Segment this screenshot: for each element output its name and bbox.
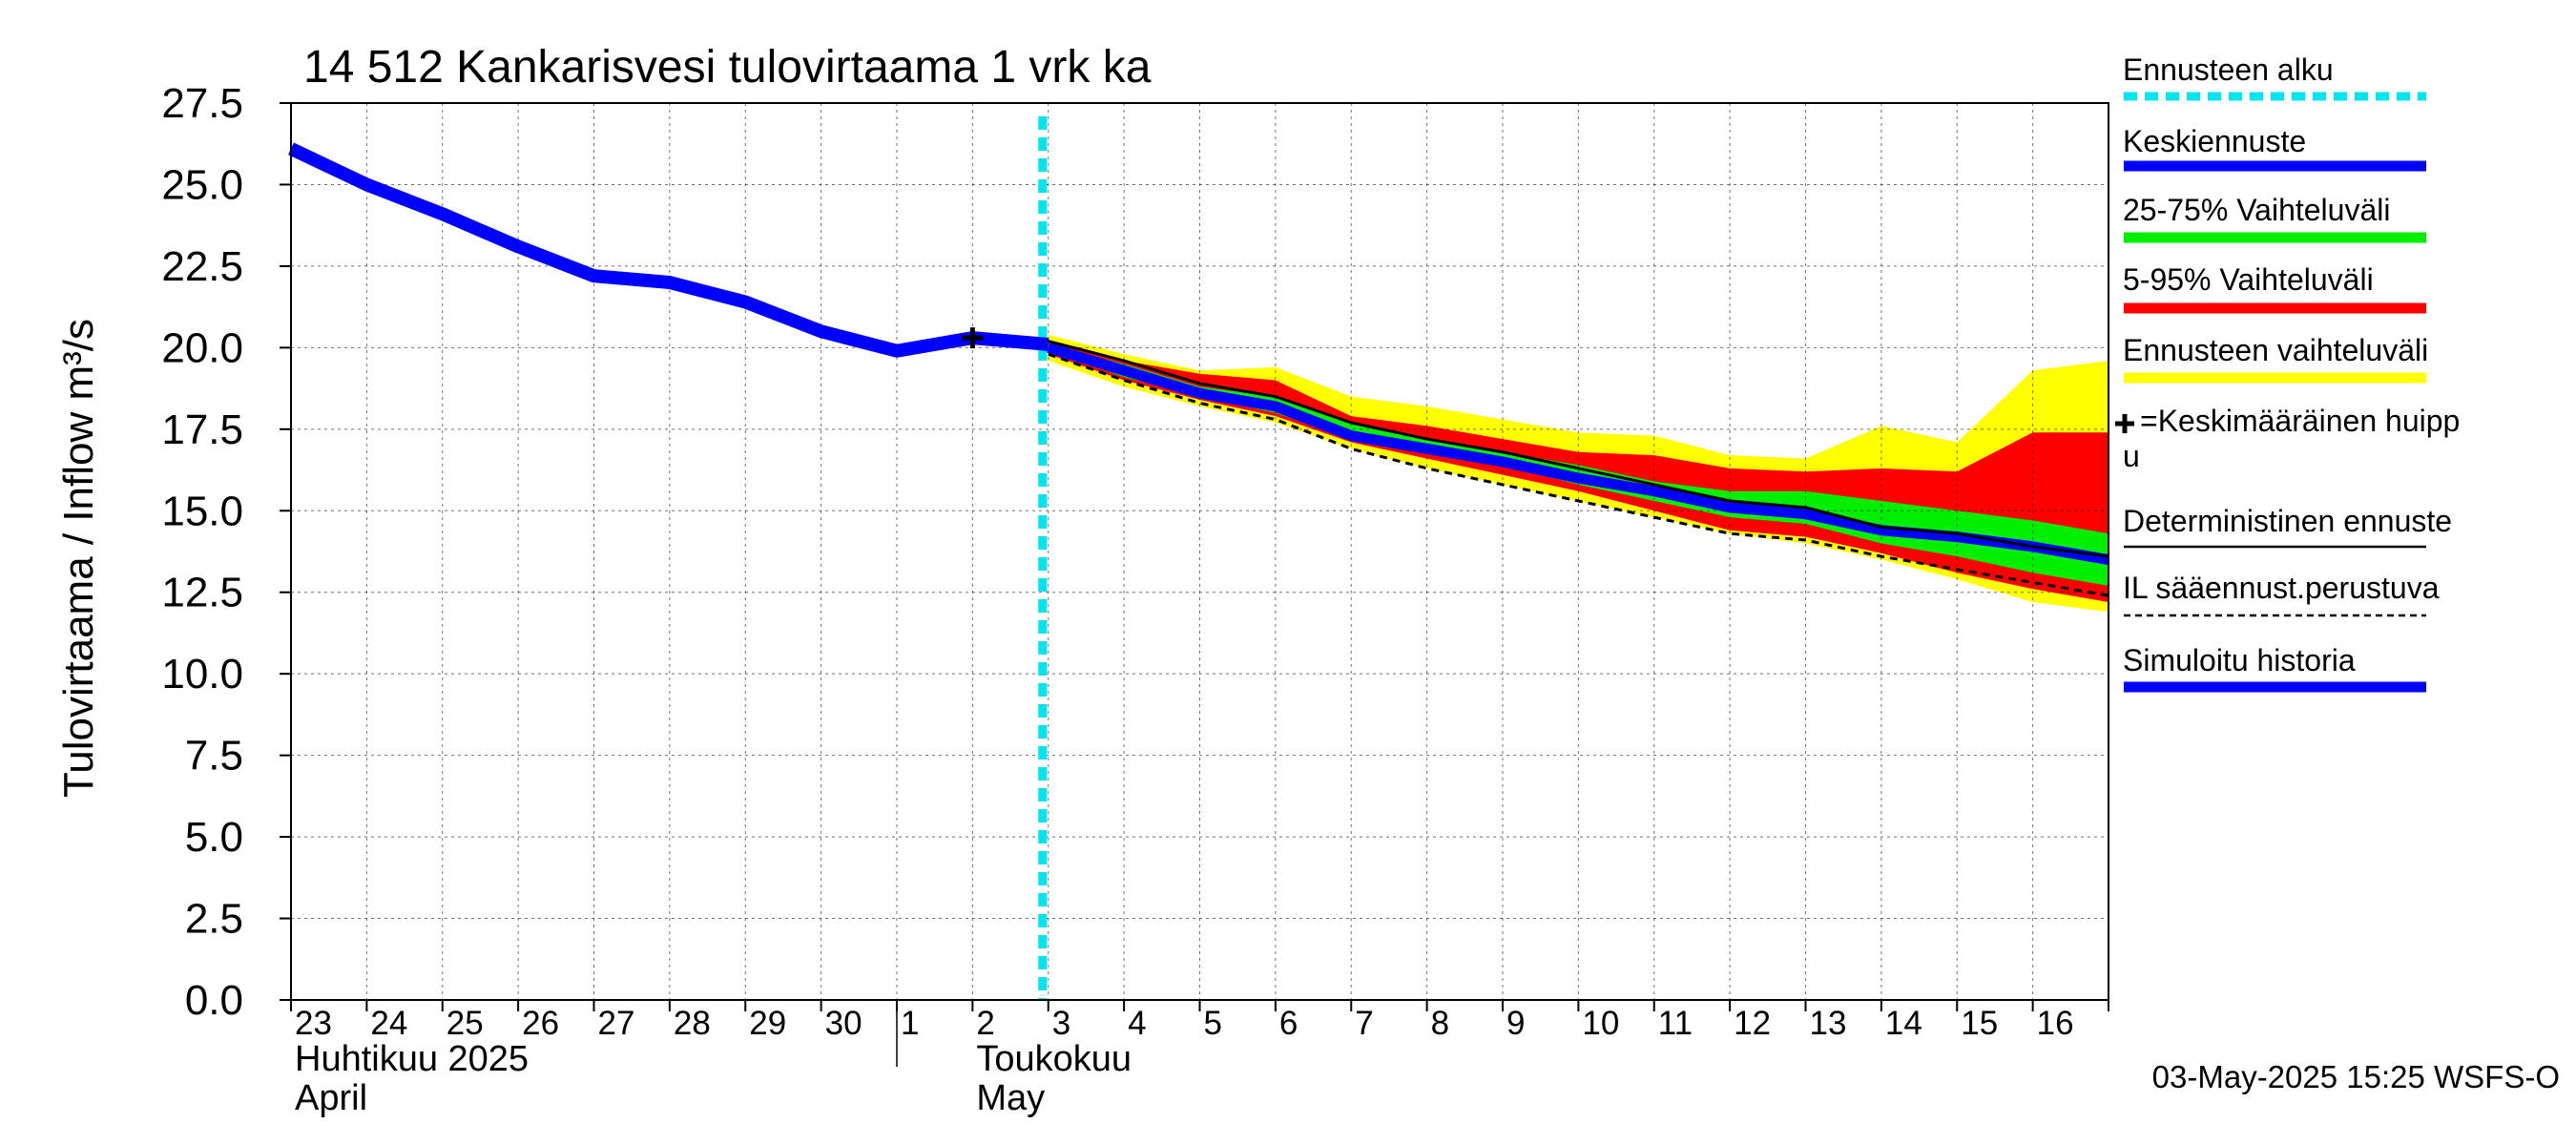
legend-plus-icon: [2115, 414, 2134, 433]
month-label-en: May: [976, 1078, 1045, 1118]
y-tick-label: 0.0: [185, 977, 243, 1024]
legend-label: 5-95% Vaihteluväli: [2123, 262, 2374, 297]
y-tick-label: 12.5: [161, 570, 243, 616]
x-day-label: 1: [901, 1005, 919, 1042]
y-tick-label: 27.5: [161, 80, 243, 127]
y-tick-label: 25.0: [161, 161, 243, 208]
month-label-fi: Toukokuu: [976, 1039, 1132, 1079]
series-lines: [288, 116, 2109, 1000]
x-day-label: 8: [1431, 1005, 1449, 1042]
timestamp: 03-May-2025 15:25 WSFS-O: [2152, 1059, 2560, 1094]
x-day-label: 16: [2037, 1005, 2074, 1042]
x-day-label: 10: [1582, 1005, 1619, 1042]
legend-label-cont: u: [2123, 439, 2140, 473]
y-tick-label: 20.0: [161, 324, 243, 371]
x-day-label: 12: [1734, 1005, 1771, 1042]
x-day-label: 23: [295, 1005, 332, 1042]
y-tick-label: 2.5: [185, 896, 243, 943]
month-label-en: April: [295, 1078, 367, 1118]
series-line-deterministinen-ennuste: [1048, 340, 2109, 558]
x-day-label: 2: [976, 1005, 994, 1042]
x-day-label: 11: [1658, 1005, 1693, 1042]
y-tick-label: 15.0: [161, 488, 243, 534]
x-day-label: 4: [1128, 1005, 1146, 1042]
x-day-label: 27: [598, 1005, 635, 1042]
x-day-label: 7: [1355, 1005, 1373, 1042]
x-day-label: 28: [674, 1005, 711, 1042]
legend-label: =Keskimääräinen huipp: [2140, 404, 2460, 438]
axis-ticks: 0.0 2.5 5.0 7.5 10.0 12.5 15.0 17.5 20.0 22.5 25.0…: [161, 80, 2109, 1118]
month-label-fi: Huhtikuu 2025: [295, 1039, 529, 1079]
x-day-label: 24: [370, 1005, 407, 1042]
legend-label: Keskiennuste: [2123, 124, 2306, 158]
legend-label: Simuloitu historia: [2123, 643, 2356, 677]
y-axis-label: Tulovirtaama / Inflow m³/s: [55, 319, 102, 798]
x-day-label: 5: [1204, 1005, 1222, 1042]
x-day-label: 14: [1885, 1005, 1922, 1042]
series-line-il-s-ennust-perustuva: [1048, 352, 2109, 597]
x-day-label: 29: [749, 1005, 786, 1042]
legend-label: Ennusteen alku: [2123, 52, 2334, 87]
x-day-label: 6: [1279, 1005, 1298, 1042]
x-day-label: 26: [522, 1005, 559, 1042]
legend-label: Ennusteen vaihteluväli: [2123, 333, 2428, 367]
legend: Ennusteen alku Keskiennuste 25-75% Vaihtel…: [2115, 52, 2460, 693]
x-day-label: 13: [1810, 1005, 1847, 1042]
x-day-label: 15: [1961, 1005, 1998, 1042]
series-line-simuloitu-historia: [288, 142, 1049, 358]
x-day-label: 30: [825, 1005, 862, 1042]
y-tick-label: 22.5: [161, 243, 243, 290]
legend-label: Deterministinen ennuste: [2123, 504, 2452, 538]
legend-label: 25-75% Vaihteluväli: [2123, 193, 2390, 227]
series-line-keskiennuste: [1047, 343, 2109, 565]
x-day-label: 25: [447, 1005, 484, 1042]
y-tick-label: 10.0: [161, 651, 243, 697]
x-day-label: 3: [1052, 1005, 1070, 1042]
y-tick-label: 7.5: [185, 733, 243, 780]
chart-title: 14 512 Kankarisvesi tulovirtaama 1 vrk k…: [303, 42, 1152, 93]
x-day-label: 9: [1506, 1005, 1525, 1042]
y-tick-label: 17.5: [161, 406, 243, 453]
peak-marker: [962, 327, 984, 349]
y-tick-label: 5.0: [185, 814, 243, 861]
legend-label: IL sääennust.perustuva: [2123, 571, 2440, 605]
